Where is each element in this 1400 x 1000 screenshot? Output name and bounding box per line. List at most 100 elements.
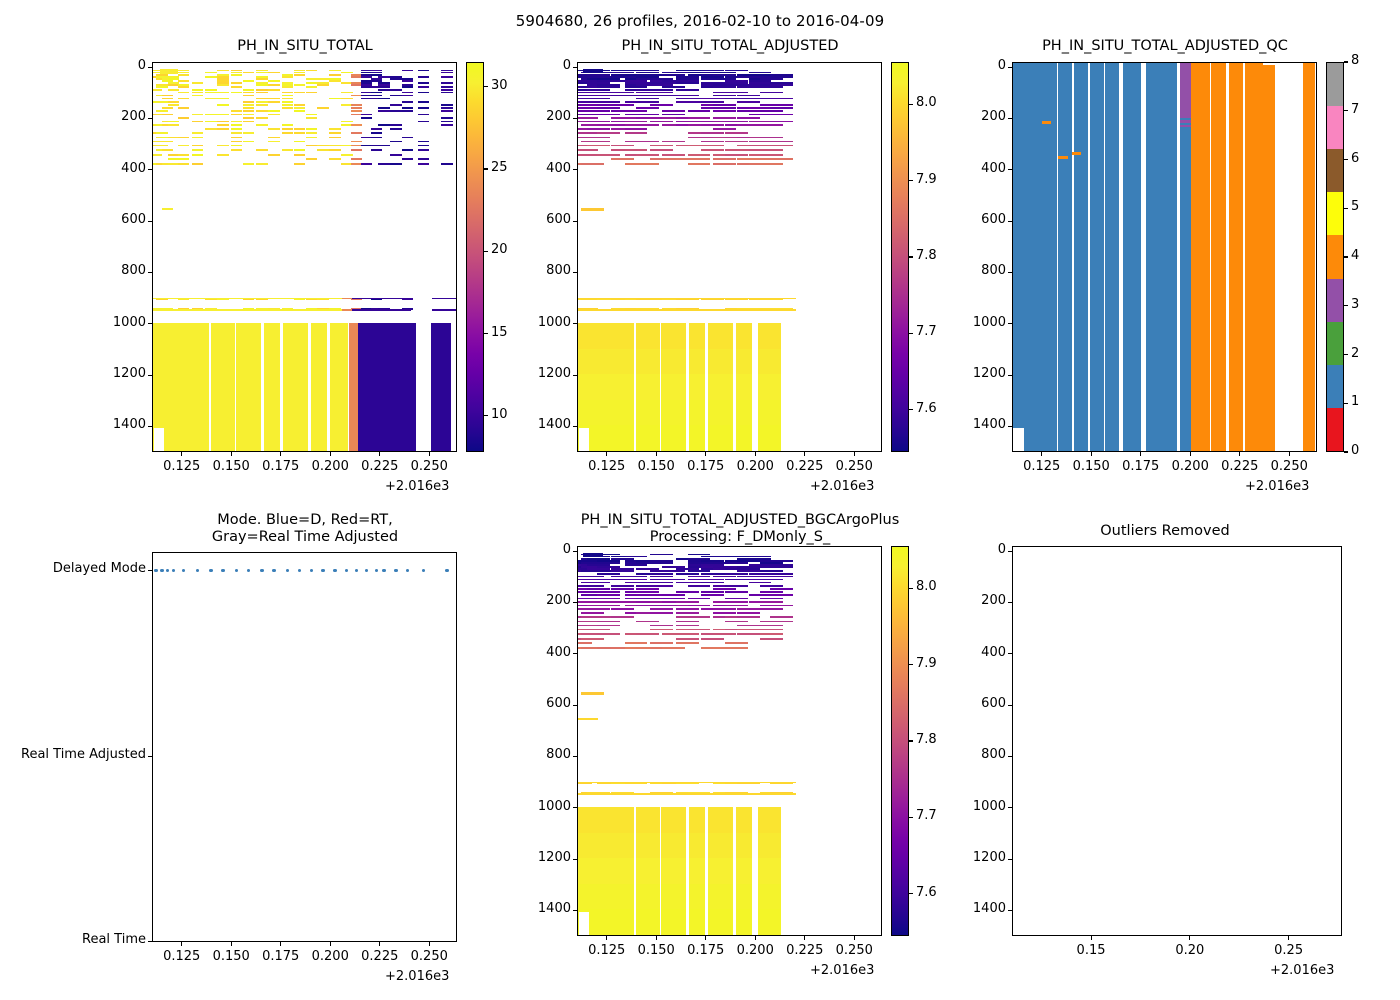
- deep-block: [392, 323, 416, 451]
- profile-dash: [701, 140, 725, 143]
- profile-dash: [167, 103, 180, 106]
- profile-dash: [624, 149, 648, 152]
- panel-outliers-removed[interactable]: [1012, 546, 1342, 936]
- profile-dash: [675, 616, 699, 619]
- colorbar-tick: [484, 168, 488, 170]
- profile-dash: [610, 94, 634, 97]
- profile-dash: [701, 637, 725, 640]
- deep-block: [708, 323, 733, 349]
- profile-dash: [675, 97, 699, 100]
- profile-dash: [675, 89, 699, 91]
- profile-dash: [242, 140, 255, 143]
- mode-point: [260, 569, 264, 573]
- profile-dash: [724, 153, 748, 156]
- x-tick-label-0.25: 0.25: [1274, 943, 1304, 958]
- profile-dash: [770, 565, 794, 568]
- profile-dash: [350, 103, 363, 106]
- colorbar-temperature[interactable]: [466, 62, 484, 452]
- profile-dash: [268, 136, 280, 139]
- profile-dash: [205, 128, 217, 131]
- panel-ph-in-situ-total-adjusted-qc[interactable]: [1012, 62, 1317, 452]
- y-tick-label-200: 200: [546, 593, 571, 609]
- y-tick-label-800: 800: [981, 263, 1006, 279]
- profile-dash: [268, 79, 280, 82]
- profile-dash: [610, 570, 634, 573]
- profile-dash: [317, 77, 329, 80]
- profile-dash: [724, 590, 748, 593]
- profile-dash: [713, 77, 736, 80]
- colorbar-qc-segment-6: [1327, 149, 1343, 193]
- panel-ph-in-situ-total-adjusted-data: [578, 63, 881, 451]
- profile-dash: [748, 136, 772, 139]
- profile-dash: [578, 308, 599, 310]
- profile-dash: [624, 563, 648, 566]
- deep-block: [708, 399, 733, 426]
- profile-dash: [650, 561, 674, 564]
- profile-dash: [662, 565, 685, 568]
- colorbar-qc-segment-4: [1327, 235, 1343, 279]
- profile-dash: [153, 71, 162, 74]
- profile-dash: [624, 604, 648, 607]
- profile-dash: [624, 581, 648, 584]
- profile-dash: [217, 144, 229, 147]
- profile-dash: [770, 83, 794, 86]
- profile-dash: [282, 103, 294, 106]
- y-tick-label-0: 0: [562, 58, 571, 74]
- profile-dash: [156, 86, 168, 89]
- deep-block: [614, 807, 635, 833]
- panel-ph-adjusted-bgcargoplus[interactable]: [577, 546, 882, 936]
- profile-dash: [597, 597, 620, 600]
- profile-dash: [597, 83, 620, 86]
- profile-dash: [713, 103, 736, 106]
- deep-block: [708, 807, 733, 833]
- profile-dash: [650, 647, 674, 649]
- profile-dash: [650, 73, 674, 76]
- profile-dash: [417, 75, 430, 78]
- qc-column-1: [1089, 63, 1104, 451]
- profile-dash: [256, 100, 268, 103]
- panel-mode[interactable]: [152, 552, 457, 942]
- qc-flag-dash: [1041, 121, 1052, 124]
- profile-dash: [156, 136, 168, 139]
- profile-dash: [597, 573, 620, 575]
- profile-dash: [636, 69, 660, 72]
- profile-dash: [162, 120, 174, 123]
- y-tick-label-1400: 1400: [972, 901, 1006, 917]
- profile-dash: [748, 563, 772, 566]
- profile-dash: [675, 590, 699, 593]
- profile-dash: [177, 73, 190, 76]
- profile-dash: [724, 792, 748, 794]
- x-tick-label-0.125: 0.125: [163, 459, 201, 474]
- x-tick-label-0.150: 0.150: [1072, 459, 1110, 474]
- profile-dash: [650, 103, 674, 106]
- profile-dash: [650, 117, 674, 119]
- colorbar-ph-bgcargoplus[interactable]: [891, 546, 909, 936]
- profile-dash: [587, 140, 611, 143]
- panel-ph-in-situ-total[interactable]: [152, 62, 457, 452]
- profile-dash: [305, 91, 318, 94]
- profile-dash: [230, 73, 243, 76]
- x-tick: [1090, 452, 1092, 456]
- colorbar-ph-adjusted[interactable]: [891, 62, 909, 452]
- profile-dash: [736, 144, 760, 147]
- profile-dash: [675, 557, 699, 560]
- x-tick: [1288, 452, 1290, 456]
- profile-dash: [687, 117, 711, 119]
- profile-dash: [687, 71, 711, 74]
- profile-dash: [624, 555, 648, 558]
- profile-dash: [305, 132, 318, 135]
- panel-ph-in-situ-total-adjusted[interactable]: [577, 62, 882, 452]
- profile-dash: [650, 120, 674, 123]
- profile-dash: [701, 100, 725, 103]
- profile-dash: [191, 81, 203, 84]
- profile-dash: [230, 71, 243, 74]
- profile-dash: [167, 158, 180, 161]
- profile-dash: [713, 567, 736, 570]
- profile-dash: [736, 75, 760, 78]
- profile-dash: [587, 792, 611, 794]
- x-tick-label-0.150: 0.150: [212, 459, 250, 474]
- mode-point: [421, 569, 426, 573]
- colorbar-qc-flags[interactable]: [1326, 62, 1344, 452]
- profile-dash: [760, 91, 784, 94]
- profile-dash: [581, 163, 605, 165]
